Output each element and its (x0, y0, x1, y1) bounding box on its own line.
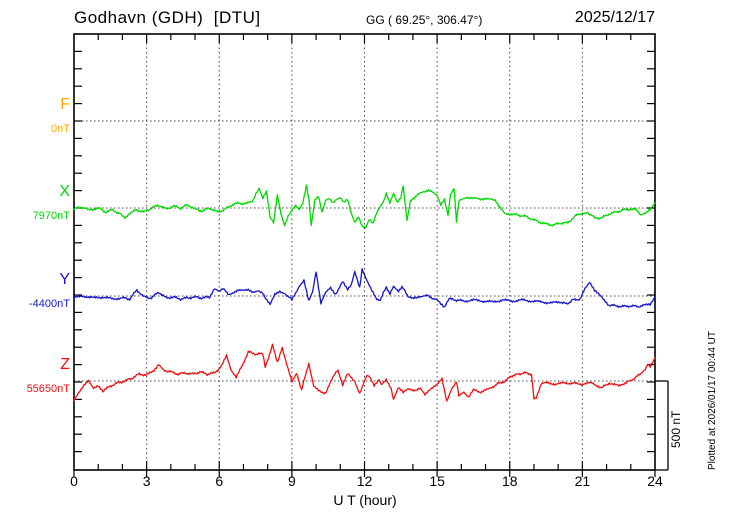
channel-baseline-value-F: 0nT (51, 123, 70, 135)
x-tick-label: 6 (215, 473, 224, 489)
x-axis-title: U T (hour) (333, 492, 397, 508)
observation-date: 2025/12/17 (574, 9, 655, 26)
channel-label-Z: Z (60, 356, 70, 373)
x-tick-label: 24 (647, 473, 663, 489)
channel-baseline-value-Z: 55650nT (26, 383, 70, 395)
trace-X (73, 184, 656, 229)
channel-label-Y: Y (59, 271, 70, 288)
x-tick-label: 15 (429, 473, 445, 489)
x-tick-label: 0 (70, 473, 78, 489)
plot-frame (73, 33, 656, 471)
x-tick-label: 12 (356, 473, 373, 489)
x-tick-label: 21 (574, 473, 591, 489)
x-tick-label: 3 (142, 473, 151, 489)
channel-baseline-value-Y: -4400nT (29, 298, 70, 310)
channel-label-F: F (60, 96, 70, 113)
geographic-coordinates: GG ( 69.25°, 306.47°) (366, 13, 483, 27)
trace-Z (73, 343, 656, 402)
x-tick-label: 9 (287, 473, 296, 489)
plotted-timestamp-note: Plotted at 2026/01/17 00:44 UT (707, 331, 718, 470)
scale-bar-label: 500 nT (669, 410, 683, 448)
station-title: Godhavn (GDH) [DTU] (74, 8, 261, 27)
channel-label-X: X (59, 183, 70, 200)
x-tick-label: 18 (501, 473, 518, 489)
trace-Y (73, 268, 656, 309)
channel-baseline-value-X: 7970nT (32, 210, 70, 222)
